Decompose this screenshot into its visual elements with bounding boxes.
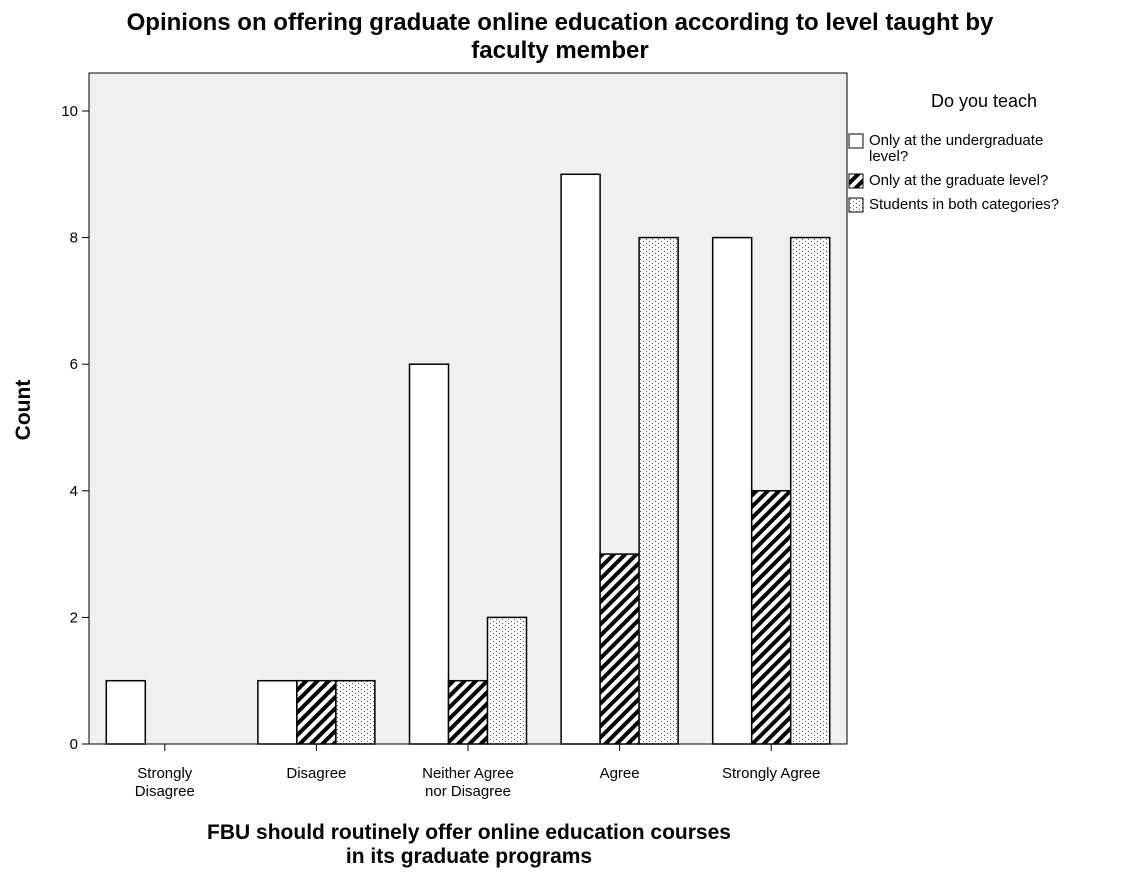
bar-series-1-category-4 [560,173,601,745]
bar-series-3-category-2 [335,679,376,745]
y-tick-label: 4 [70,483,78,500]
x-axis-title-line-1: FBU should routinely offer online educat… [207,821,731,844]
bar-series-3-category-5 [789,236,831,745]
x-tick-label: Disagree [135,783,195,800]
legend-label-3: Students in both categories? [869,196,1059,213]
y-axis: 0 2 4 6 8 10 [61,103,89,753]
y-tick-label: 10 [61,103,78,120]
bar-series-1-category-1 [105,679,147,745]
y-tick-label: 2 [70,609,78,626]
legend: Do you teach Only at the undergraduatele… [848,91,1059,213]
bar-series-2-category-4 [599,553,640,745]
chart-title-line-2: faculty member [471,37,648,64]
y-tick-label: 0 [70,736,78,753]
x-axis-title-line-2: in its graduate programs [346,845,592,868]
legend-label-1: level? [869,148,908,165]
bar-series-1-category-5 [711,236,753,745]
x-tick-label: Neither Agree [422,765,514,782]
legend-title: Do you teach [931,91,1037,111]
y-tick-label: 8 [70,230,78,247]
bar-series-1-category-3 [408,363,450,745]
legend-label-2: Only at the graduate level? [869,172,1048,189]
legend-swatch-2 [848,173,864,189]
bar-series-2-category-3 [447,679,489,745]
bar-series-3-category-4 [638,236,679,745]
x-tick-label: Agree [600,765,640,782]
legend-swatch-3 [848,197,864,213]
x-tick-label: nor Disagree [425,783,511,800]
legend-label-1: Only at the undergraduate [869,132,1043,149]
y-tick-label: 6 [70,356,78,373]
bar-series-2-category-2 [296,679,337,745]
chart-title-line-1: Opinions on offering graduate online edu… [127,9,994,36]
y-axis-title: Count [12,380,35,441]
legend-swatch-1 [848,133,864,149]
bar-series-2-category-5 [750,490,792,745]
bar-series-1-category-2 [257,679,298,745]
x-tick-label: Strongly [137,765,193,782]
x-tick-label: Disagree [286,765,346,782]
bars [105,173,831,745]
bar-series-3-category-3 [486,616,528,745]
x-tick-label: Strongly Agree [722,765,820,782]
